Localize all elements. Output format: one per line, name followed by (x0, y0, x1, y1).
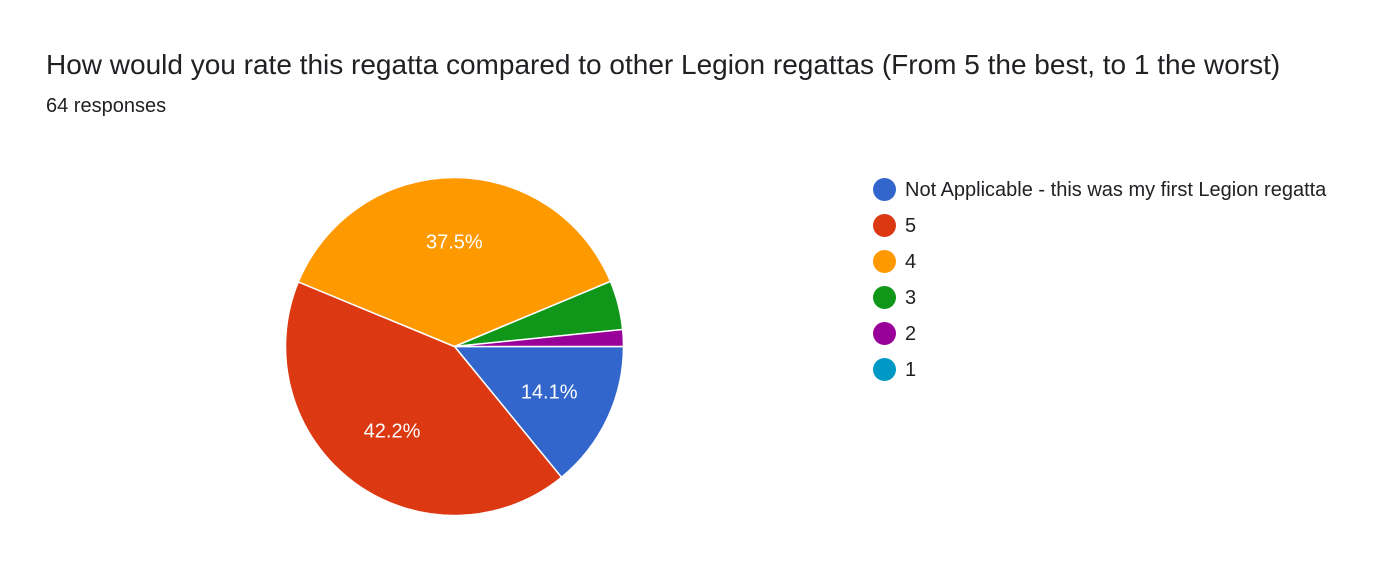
legend-label: 3 (905, 287, 917, 309)
legend-item: 2 (873, 319, 1343, 349)
response-count: 64 responses (46, 95, 167, 117)
chart-legend: Not Applicable - this was my first Legio… (873, 175, 1343, 391)
legend-item: 3 (873, 283, 1343, 313)
chart-title: How would you rate this regatta compared… (46, 49, 1281, 80)
legend-label: 1 (905, 359, 917, 381)
pie-labels: 14.1% 42.2% 37.5% (364, 232, 578, 443)
legend-swatch (873, 358, 896, 381)
legend-swatch (873, 178, 896, 201)
legend-swatch (873, 214, 896, 237)
legend-label: 4 (905, 251, 917, 273)
legend-item: Not Applicable - this was my first Legio… (873, 175, 1343, 205)
legend-item: 1 (873, 355, 1343, 385)
slice-data-label: 14.1% (521, 381, 578, 403)
legend-item: 4 (873, 247, 1343, 277)
legend-label: Not Applicable - this was my first Legio… (905, 179, 1327, 201)
slice-data-label: 42.2% (364, 421, 421, 443)
legend-item: 5 (873, 211, 1343, 241)
legend-swatch (873, 322, 896, 345)
pie-slice-1 (452, 345, 625, 479)
legend-swatch (873, 250, 896, 273)
legend-label: 5 (905, 215, 917, 237)
pie-slice-5 (454, 328, 625, 348)
pie-slices (284, 176, 625, 517)
legend-swatch (873, 286, 896, 309)
pie-slice-2 (284, 280, 563, 517)
legend-label: 2 (905, 323, 917, 345)
slice-data-label: 37.5% (426, 232, 483, 254)
pie-slice-3 (297, 176, 612, 348)
